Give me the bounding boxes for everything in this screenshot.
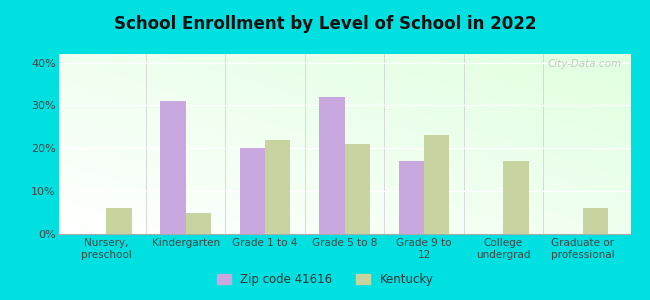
Text: City-Data.com: City-Data.com <box>548 59 622 69</box>
Bar <box>319 97 344 234</box>
Bar <box>398 161 424 234</box>
Bar <box>186 213 211 234</box>
Bar <box>106 208 131 234</box>
Bar <box>583 208 608 234</box>
Bar <box>344 144 370 234</box>
Bar <box>160 101 186 234</box>
Legend: Zip code 41616, Kentucky: Zip code 41616, Kentucky <box>212 269 438 291</box>
Text: School Enrollment by Level of School in 2022: School Enrollment by Level of School in … <box>114 15 536 33</box>
Bar <box>424 135 449 234</box>
Bar <box>265 140 291 234</box>
Bar <box>503 161 529 234</box>
Bar <box>240 148 265 234</box>
